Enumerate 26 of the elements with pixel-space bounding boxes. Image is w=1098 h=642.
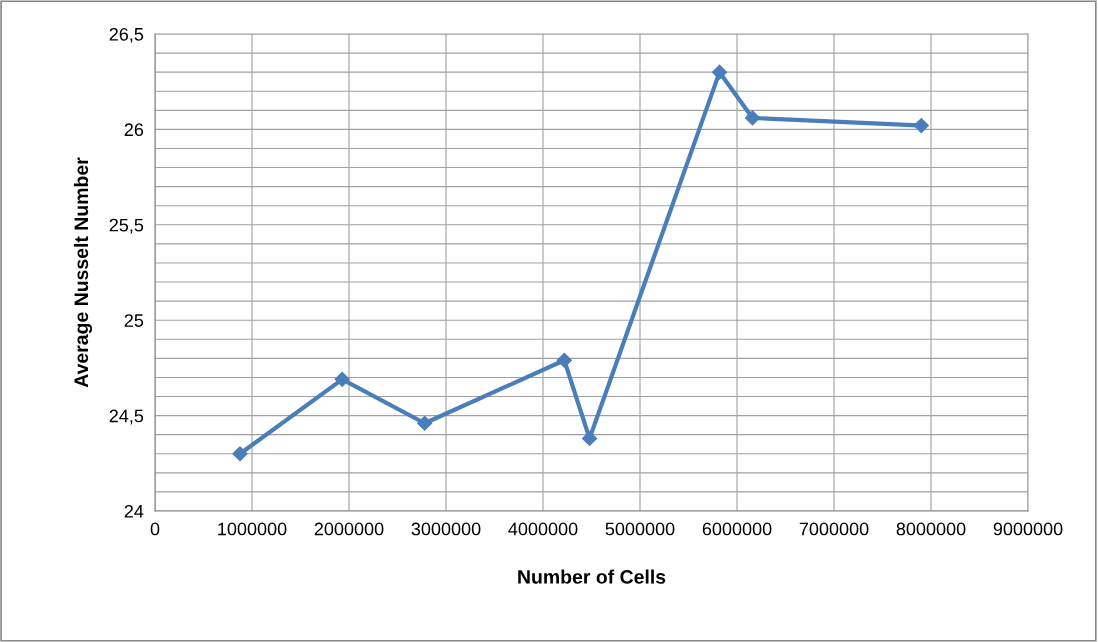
point xyxy=(417,415,433,431)
y-tick-label: 24 xyxy=(124,504,144,518)
x-tick-label: 1000000 xyxy=(218,522,287,536)
y-tick-label: 24,5 xyxy=(109,409,144,425)
x-tick-label: 9000000 xyxy=(993,522,1063,536)
x-tick-label: 6000000 xyxy=(702,522,772,536)
y-axis-title: Average Nusselt Number xyxy=(73,157,93,388)
point xyxy=(711,64,728,80)
point xyxy=(581,430,598,447)
point xyxy=(334,371,350,387)
point xyxy=(744,110,761,126)
point xyxy=(556,352,572,368)
point xyxy=(232,446,248,462)
y-tick-label: 25,5 xyxy=(109,218,144,234)
x-tick-label: 0 xyxy=(150,522,160,536)
x-tick-label: 2000000 xyxy=(314,522,384,536)
x-tick-label: 5000000 xyxy=(605,522,675,536)
x-tick-label: 7000000 xyxy=(799,522,869,536)
y-tick-label: 26,5 xyxy=(109,27,144,43)
y-tick-label: 26 xyxy=(124,123,144,137)
x-tick-label: 8000000 xyxy=(896,522,966,536)
y-tick-label: 25 xyxy=(124,314,144,327)
x-axis-title: Number of Cells xyxy=(518,569,666,584)
point xyxy=(913,118,929,134)
x-tick-label: 3000000 xyxy=(411,522,481,536)
x-tick-label: 4000000 xyxy=(508,522,578,536)
